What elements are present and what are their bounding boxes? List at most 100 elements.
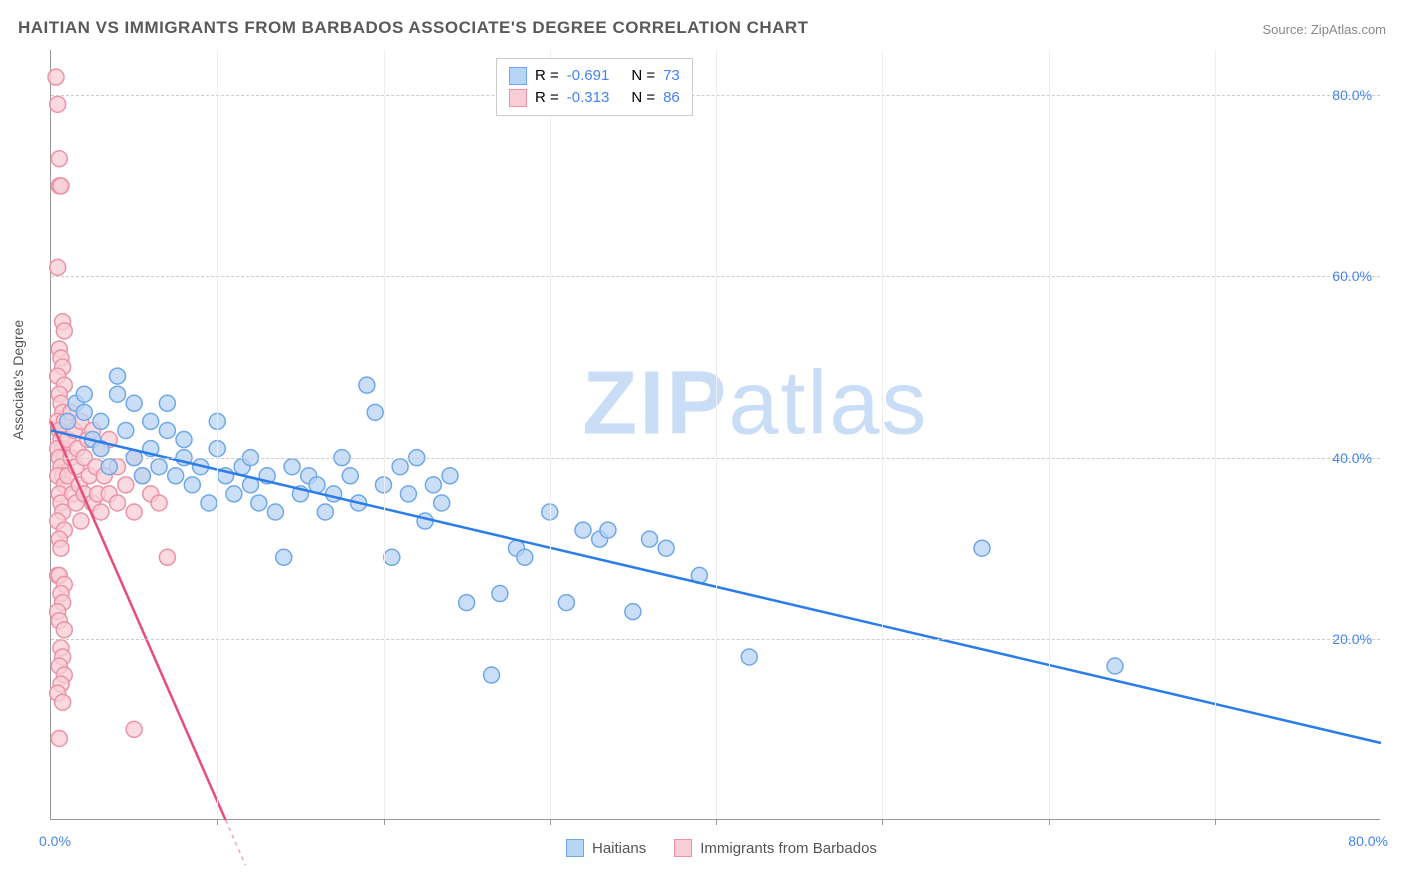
n-label: N = <box>631 87 655 109</box>
point-haitians <box>484 667 500 683</box>
gridline-v <box>1215 50 1216 819</box>
point-haitians <box>434 495 450 511</box>
point-haitians <box>342 468 358 484</box>
swatch-haitians-icon <box>566 839 584 857</box>
legend-item-barbados: Immigrants from Barbados <box>674 839 877 857</box>
gridline-v <box>384 50 385 819</box>
point-barbados <box>50 259 66 275</box>
point-barbados <box>55 694 71 710</box>
point-barbados <box>51 151 67 167</box>
point-haitians <box>251 495 267 511</box>
point-haitians <box>317 504 333 520</box>
point-haitians <box>367 404 383 420</box>
xtick-mark <box>882 819 883 825</box>
plot-area: ZIPatlas R = -0.691 N = 73 R = -0.313 N … <box>50 50 1380 820</box>
point-haitians <box>93 413 109 429</box>
point-haitians <box>184 477 200 493</box>
point-haitians <box>176 432 192 448</box>
point-haitians <box>492 586 508 602</box>
xtick-mark <box>550 819 551 825</box>
point-haitians <box>400 486 416 502</box>
ytick-label: 20.0% <box>1332 631 1372 647</box>
point-haitians <box>384 549 400 565</box>
point-barbados <box>51 730 67 746</box>
point-haitians <box>625 604 641 620</box>
r-label: R = <box>535 87 559 109</box>
point-haitians <box>134 468 150 484</box>
point-haitians <box>575 522 591 538</box>
r-value: -0.313 <box>567 87 610 109</box>
point-haitians <box>284 459 300 475</box>
gridline-v <box>882 50 883 819</box>
point-barbados <box>110 495 126 511</box>
ytick-label: 40.0% <box>1332 450 1372 466</box>
xtick-mark <box>217 819 218 825</box>
n-value: 86 <box>663 87 680 109</box>
point-haitians <box>741 649 757 665</box>
point-barbados <box>93 504 109 520</box>
legend-row-haitians: R = -0.691 N = 73 <box>509 65 680 87</box>
swatch-barbados <box>509 89 527 107</box>
point-haitians <box>143 413 159 429</box>
xtick-mark <box>384 819 385 825</box>
point-barbados <box>56 323 72 339</box>
point-haitians <box>359 377 375 393</box>
point-haitians <box>392 459 408 475</box>
x-origin-label: 0.0% <box>39 833 71 849</box>
legend-item-haitians: Haitians <box>566 839 646 857</box>
point-barbados <box>56 622 72 638</box>
point-barbados <box>151 495 167 511</box>
n-value: 73 <box>663 65 680 87</box>
legend-label: Haitians <box>592 840 646 857</box>
point-haitians <box>442 468 458 484</box>
point-haitians <box>459 595 475 611</box>
point-haitians <box>417 513 433 529</box>
point-haitians <box>201 495 217 511</box>
y-axis-label: Associate's Degree <box>10 320 26 440</box>
swatch-barbados-icon <box>674 839 692 857</box>
point-haitians <box>558 595 574 611</box>
trendline-barbados-dashed <box>226 820 246 865</box>
point-haitians <box>658 540 674 556</box>
gridline-v <box>550 50 551 819</box>
x-end-label: 80.0% <box>1348 833 1388 849</box>
correlation-legend: R = -0.691 N = 73 R = -0.313 N = 86 <box>496 58 693 116</box>
xtick-mark <box>1049 819 1050 825</box>
point-haitians <box>76 386 92 402</box>
r-value: -0.691 <box>567 65 610 87</box>
legend-label: Immigrants from Barbados <box>700 840 877 857</box>
gridline-v <box>1049 50 1050 819</box>
point-haitians <box>276 549 292 565</box>
point-barbados <box>118 477 134 493</box>
series-legend: Haitians Immigrants from Barbados <box>566 839 877 857</box>
point-barbados <box>53 540 69 556</box>
point-haitians <box>226 486 242 502</box>
ytick-label: 80.0% <box>1332 87 1372 103</box>
source-attribution: Source: ZipAtlas.com <box>1262 22 1386 37</box>
r-label: R = <box>535 65 559 87</box>
point-barbados <box>126 504 142 520</box>
gridline-v <box>716 50 717 819</box>
legend-row-barbados: R = -0.313 N = 86 <box>509 87 680 109</box>
point-haitians <box>110 368 126 384</box>
point-haitians <box>159 422 175 438</box>
swatch-haitians <box>509 67 527 85</box>
point-haitians <box>517 549 533 565</box>
point-haitians <box>60 413 76 429</box>
chart-title: HAITIAN VS IMMIGRANTS FROM BARBADOS ASSO… <box>18 18 809 38</box>
ytick-label: 60.0% <box>1332 268 1372 284</box>
n-label: N = <box>631 65 655 87</box>
point-haitians <box>159 395 175 411</box>
gridline-v <box>217 50 218 819</box>
point-barbados <box>53 178 69 194</box>
point-barbados <box>159 549 175 565</box>
point-haitians <box>118 422 134 438</box>
point-haitians <box>126 395 142 411</box>
point-barbados <box>73 513 89 529</box>
point-haitians <box>151 459 167 475</box>
point-haitians <box>974 540 990 556</box>
point-barbados <box>50 96 66 112</box>
point-haitians <box>642 531 658 547</box>
xtick-mark <box>1215 819 1216 825</box>
point-haitians <box>76 404 92 420</box>
